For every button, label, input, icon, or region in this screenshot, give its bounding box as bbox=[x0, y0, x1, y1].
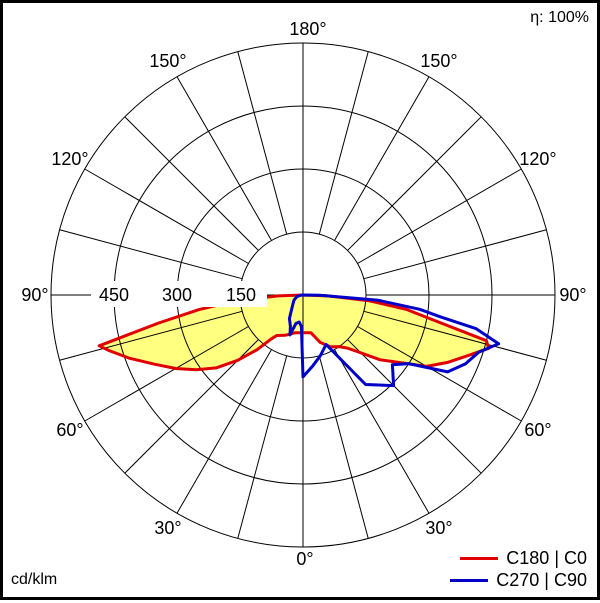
grid-spoke bbox=[124, 116, 259, 251]
legend: C180 | C0 C270 | C90 bbox=[450, 547, 587, 591]
angle-tick-label: 60° bbox=[56, 420, 83, 440]
grid-spoke bbox=[59, 310, 243, 361]
legend-item-c0: C180 | C0 bbox=[450, 547, 587, 569]
angle-tick-label: 30° bbox=[425, 518, 452, 538]
radial-tick-label: 300 bbox=[162, 285, 192, 305]
grid-spoke bbox=[237, 51, 288, 235]
legend-label-c0: C180 | C0 bbox=[506, 547, 587, 568]
grid-spoke bbox=[363, 229, 547, 280]
grid-spoke bbox=[84, 326, 249, 422]
radial-tick-label: 450 bbox=[99, 285, 129, 305]
label-layer: 450 300 150 180° 150° 150° 120° 120° 90°… bbox=[21, 19, 586, 569]
grid-spoke bbox=[357, 326, 522, 422]
legend-label-c90: C270 | C90 bbox=[496, 569, 587, 590]
grid-spoke bbox=[334, 76, 430, 241]
polar-chart: 450 300 150 180° 150° 150° 120° 120° 90°… bbox=[21, 19, 586, 569]
angle-tick-label: 90° bbox=[559, 285, 586, 305]
radial-tick-bg bbox=[91, 281, 267, 307]
grid-spoke bbox=[357, 168, 522, 264]
angle-tick-label: 180° bbox=[289, 19, 326, 39]
legend-swatch-c90 bbox=[450, 578, 489, 582]
grid-spoke bbox=[84, 168, 249, 264]
angle-tick-label: 90° bbox=[21, 285, 48, 305]
grid-spoke bbox=[176, 349, 272, 514]
grid-spoke bbox=[176, 76, 272, 241]
legend-swatch-c0 bbox=[460, 556, 499, 560]
unit-label: cd/klm bbox=[11, 571, 58, 588]
grid-layer bbox=[50, 42, 556, 548]
legend-item-c90: C270 | C90 bbox=[450, 569, 587, 591]
angle-tick-label: 120° bbox=[51, 149, 88, 169]
angle-tick-label: 120° bbox=[519, 149, 556, 169]
grid-spoke bbox=[318, 355, 369, 539]
angle-tick-label: 150° bbox=[420, 51, 457, 71]
series-layer bbox=[97, 293, 501, 388]
grid-spoke bbox=[347, 116, 482, 251]
grid-spoke bbox=[59, 229, 243, 280]
series-line-c90 bbox=[287, 293, 501, 388]
grid-spoke bbox=[334, 349, 430, 514]
angle-tick-label: 0° bbox=[296, 549, 313, 569]
angle-tick-label: 150° bbox=[149, 51, 186, 71]
angle-tick-label: 60° bbox=[524, 420, 551, 440]
radial-tick-label: 150 bbox=[226, 285, 256, 305]
efficiency-label: η: 100% bbox=[530, 9, 589, 26]
grid-spoke bbox=[363, 310, 547, 361]
grid-spoke bbox=[347, 339, 482, 474]
angle-tick-label: 30° bbox=[154, 518, 181, 538]
grid-spoke bbox=[318, 51, 369, 235]
grid-spoke bbox=[237, 355, 288, 539]
